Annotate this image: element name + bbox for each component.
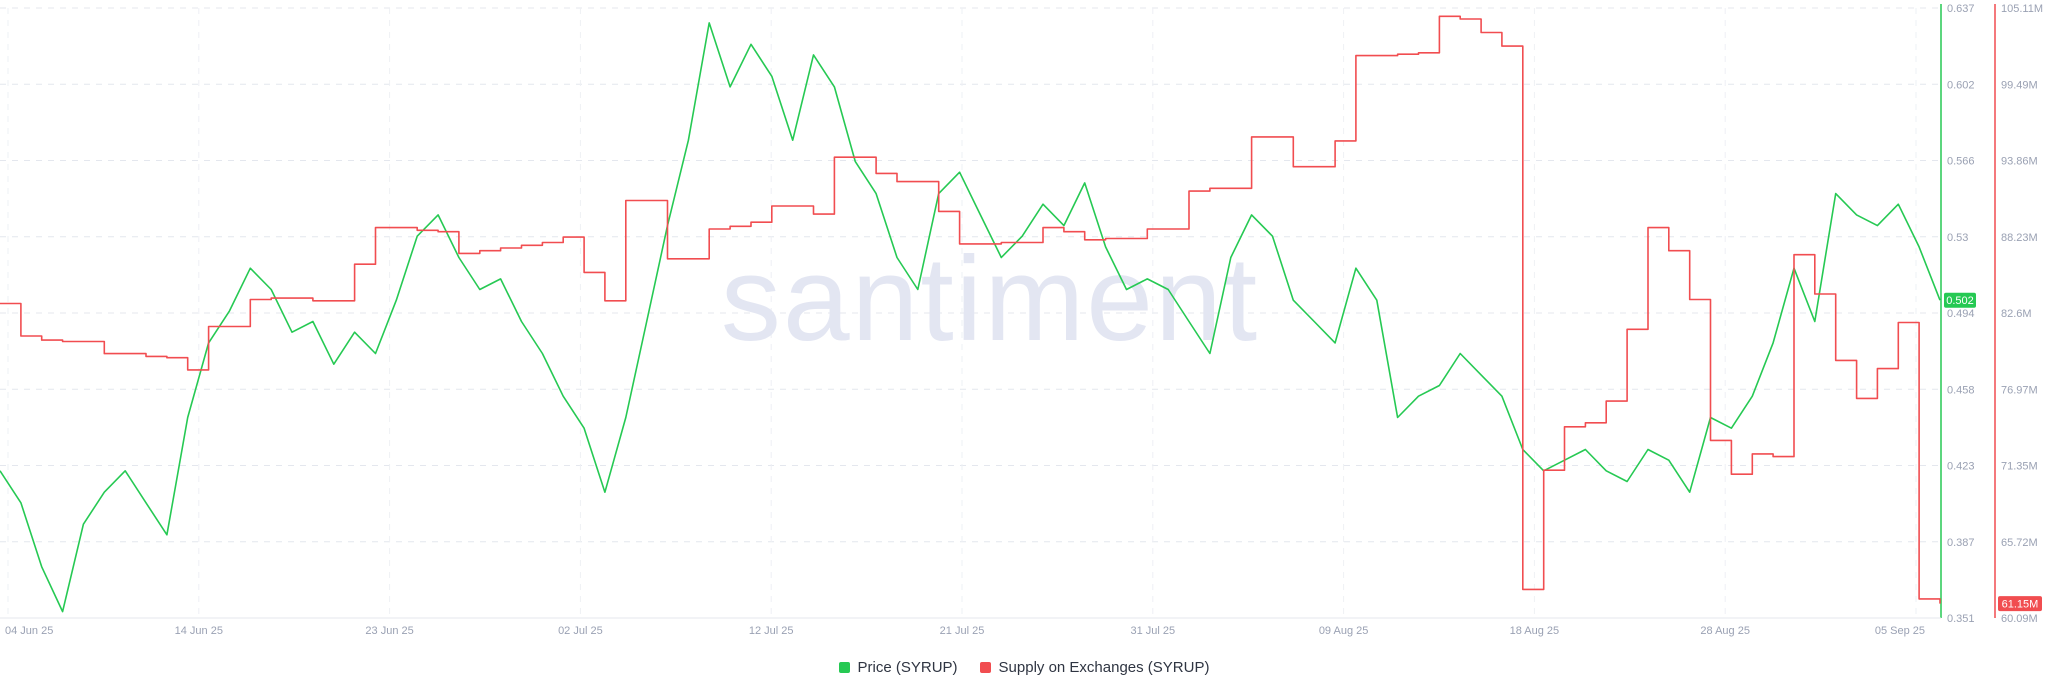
- price-tick-label: 0.602: [1947, 79, 1975, 91]
- supply-tick-label: 82.6M: [2001, 308, 2032, 320]
- price-tick-label: 0.53: [1947, 232, 1968, 244]
- x-tick-label: 21 Jul 25: [940, 625, 985, 637]
- price-tick-label: 0.458: [1947, 384, 1975, 396]
- legend-label-supply: Supply on Exchanges (SYRUP): [998, 658, 1210, 676]
- supply-tick-label: 71.35M: [2001, 461, 2038, 473]
- supply-tick-label: 60.09M: [2001, 613, 2038, 625]
- supply-tick-label: 88.23M: [2001, 232, 2038, 244]
- x-tick-label: 18 Aug 25: [1510, 625, 1560, 637]
- price-last-value-badge: [1944, 292, 1976, 308]
- supply-tick-label: 76.97M: [2001, 384, 2038, 396]
- x-tick-label: 14 Jun 25: [175, 625, 223, 637]
- legend: Price (SYRUP) Supply on Exchanges (SYRUP…: [0, 655, 2048, 679]
- price-tick-label: 0.423: [1947, 461, 1975, 473]
- x-tick-label: 02 Jul 25: [558, 625, 603, 637]
- price-series-line: [0, 22, 1941, 613]
- legend-item-price[interactable]: Price (SYRUP): [838, 658, 958, 676]
- price-tick-label: 0.637: [1947, 3, 1975, 15]
- supply-tick-label: 65.72M: [2001, 537, 2038, 549]
- watermark: santiment: [721, 232, 1259, 366]
- supply-tick-label: 93.86M: [2001, 156, 2038, 168]
- supply-last-value-label: 61.15M: [2002, 599, 2039, 611]
- supply-last-value-badge: [1998, 596, 2042, 612]
- legend-swatch-price: [838, 661, 850, 673]
- price-tick-label: 0.387: [1947, 537, 1975, 549]
- price-tick-label: 0.351: [1947, 613, 1975, 625]
- x-tick-label: 04 Jun 25: [5, 625, 53, 637]
- x-tick-label: 23 Jun 25: [365, 625, 413, 637]
- price-last-value-label: 0.502: [1946, 295, 1974, 307]
- x-tick-label: 12 Jul 25: [749, 625, 794, 637]
- x-tick-label: 05 Sep 25: [1875, 625, 1925, 637]
- legend-item-supply[interactable]: Supply on Exchanges (SYRUP): [979, 658, 1210, 676]
- supply-tick-label: 105.11M: [2001, 3, 2043, 15]
- supply-tick-label: 99.49M: [2001, 79, 2038, 91]
- price-tick-label: 0.494: [1947, 308, 1975, 320]
- legend-swatch-supply: [979, 661, 991, 673]
- supply-series-line: [0, 15, 1941, 604]
- x-tick-label: 28 Aug 25: [1700, 625, 1750, 637]
- price-tick-label: 0.566: [1947, 156, 1975, 168]
- x-tick-label: 31 Jul 25: [1130, 625, 1175, 637]
- legend-label-price: Price (SYRUP): [857, 658, 958, 676]
- x-tick-label: 09 Aug 25: [1319, 625, 1369, 637]
